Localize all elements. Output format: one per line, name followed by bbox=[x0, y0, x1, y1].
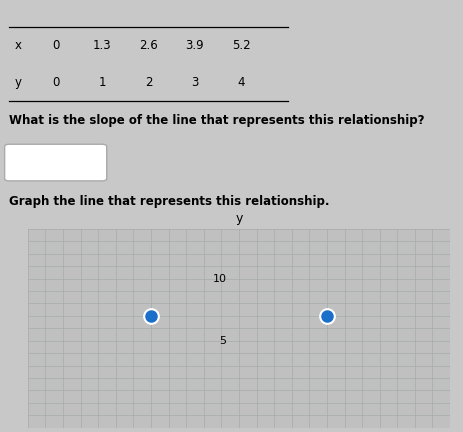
Text: y: y bbox=[235, 212, 242, 225]
Text: 5: 5 bbox=[219, 336, 226, 346]
Text: 1: 1 bbox=[98, 76, 106, 89]
Text: 4: 4 bbox=[237, 76, 244, 89]
Text: Graph the line that represents this relationship.: Graph the line that represents this rela… bbox=[9, 194, 329, 208]
Text: 0: 0 bbox=[52, 39, 59, 52]
Text: 1.3: 1.3 bbox=[93, 39, 111, 52]
Text: 5.2: 5.2 bbox=[232, 39, 250, 52]
Text: What is the slope of the line that represents this relationship?: What is the slope of the line that repre… bbox=[9, 114, 424, 127]
Text: 2: 2 bbox=[144, 76, 152, 89]
FancyBboxPatch shape bbox=[5, 144, 106, 181]
Text: 10: 10 bbox=[212, 273, 226, 284]
Text: 2.6: 2.6 bbox=[139, 39, 157, 52]
Text: y: y bbox=[15, 76, 22, 89]
Text: 0: 0 bbox=[52, 76, 59, 89]
Text: 3.9: 3.9 bbox=[185, 39, 204, 52]
Text: x: x bbox=[15, 39, 22, 52]
Text: 3: 3 bbox=[191, 76, 198, 89]
